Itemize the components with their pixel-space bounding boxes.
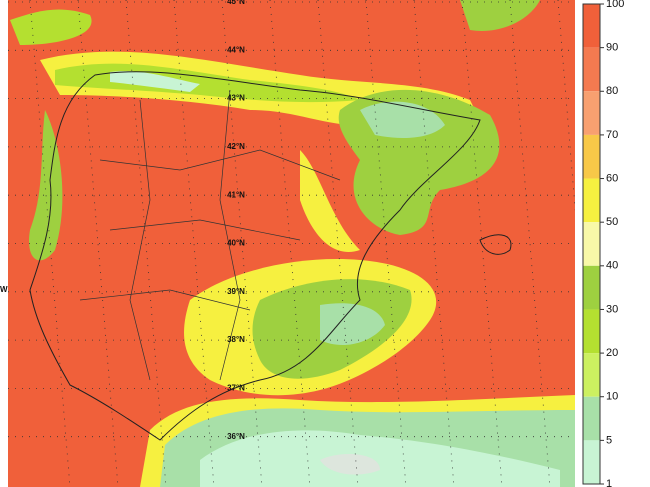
precip-area <box>200 430 560 487</box>
colorbar-segment <box>583 265 600 310</box>
precip-area <box>300 150 360 252</box>
colorbar-segment <box>583 4 600 48</box>
colorbar-segment <box>583 309 600 354</box>
precip-area <box>320 303 385 345</box>
precip-area <box>460 0 540 31</box>
colorbar-label: 1 <box>606 478 612 487</box>
colorbar-segment <box>583 396 600 441</box>
colorbar-label: 90 <box>606 42 618 54</box>
colorbar-label: 70 <box>606 129 618 141</box>
colorbar-segment <box>583 134 600 179</box>
colorbar-segment <box>583 222 600 266</box>
colorbar-segment <box>583 440 600 484</box>
precip-area <box>29 110 63 261</box>
colorbar-label: 100 <box>606 0 624 10</box>
map-area <box>8 0 575 487</box>
colorbar-label: 50 <box>606 216 618 228</box>
colorbar-segment <box>583 47 600 92</box>
colorbar-segment <box>583 353 600 397</box>
latitude-label: 39°N <box>227 287 245 296</box>
colorbar-label: 5 <box>606 434 612 446</box>
colorbar-frame <box>582 3 601 485</box>
edge-label: W <box>0 285 8 294</box>
border <box>79 89 341 381</box>
latitude-label: 43°N <box>227 94 245 103</box>
latitude-label: 41°N <box>227 190 245 199</box>
precip-area <box>320 454 380 475</box>
precip-area <box>10 9 92 46</box>
latitude-label: 38°N <box>227 335 245 344</box>
colorbar: 100 90 80 70 60 50 40 30 20 10 5 1 <box>582 0 624 487</box>
latitude-label: 45°N <box>227 0 245 6</box>
coastline <box>29 71 481 441</box>
colorbar-segment <box>583 178 600 223</box>
colorbar-label: 60 <box>606 172 618 184</box>
latitude-label: 36°N <box>227 432 245 441</box>
colorbar-label: 80 <box>606 85 618 97</box>
latitude-labels: 45°N 44°N 43°N 42°N 41°N 40°N 39°N 38°N 37°N 36°N <box>227 0 245 441</box>
precip-area <box>110 71 200 92</box>
latitude-label: 42°N <box>227 142 245 151</box>
latitude-label: 37°N <box>227 384 245 393</box>
colorbar-label: 20 <box>606 347 618 359</box>
latitude-label: 44°N <box>227 45 245 54</box>
island <box>479 234 512 255</box>
colorbar-label: 30 <box>606 303 618 315</box>
latitude-label: 40°N <box>227 239 245 248</box>
precip-area <box>360 101 445 138</box>
colorbar-segment <box>583 91 600 135</box>
colorbar-label: 40 <box>606 260 618 272</box>
colorbar-label: 10 <box>606 391 618 403</box>
